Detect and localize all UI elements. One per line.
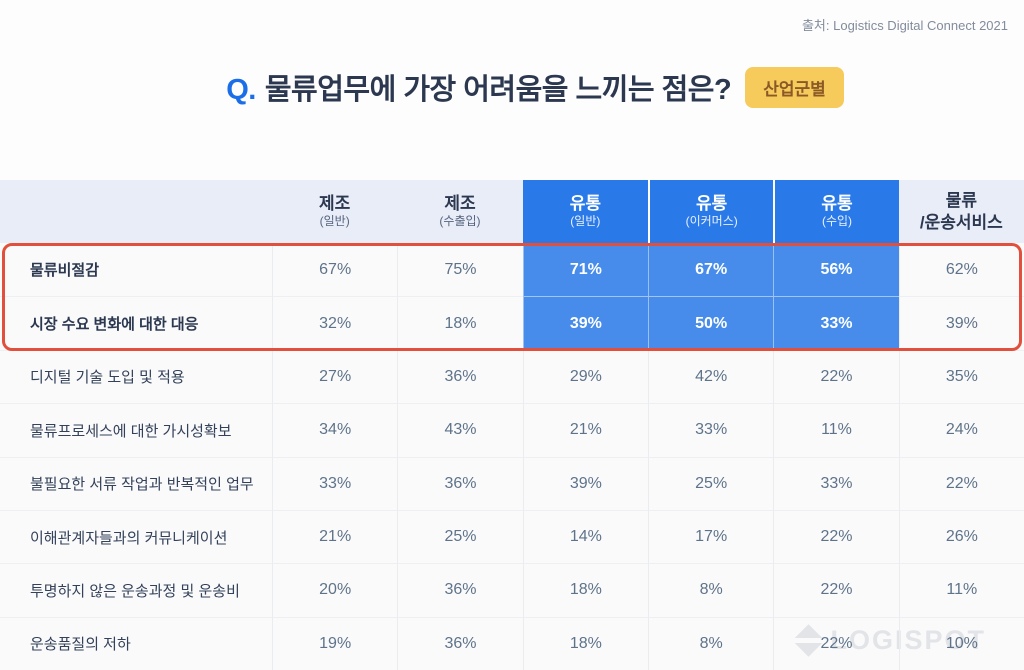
cell-value: 18%: [522, 616, 648, 670]
cell-value: 22%: [773, 563, 899, 617]
column-title: 유통: [696, 193, 728, 213]
cell-value: 35%: [898, 349, 1024, 404]
category-badge: 산업군별: [745, 66, 844, 108]
cell-value: 25%: [397, 509, 523, 564]
question-text: 물류업무에 가장 어려움을 느끼는 점은?: [264, 74, 732, 106]
cell-value: 39%: [522, 296, 648, 350]
cell-value: 71%: [522, 243, 648, 297]
cell-value: 39%: [522, 456, 648, 510]
row-label: 투명하지 않은 운송과정 및 운송비: [0, 563, 272, 616]
table-row: 물류프로세스에 대한 가시성확보 34% 43% 21% 33% 11% 24%: [0, 403, 1024, 457]
column-subtitle: (수출입): [439, 214, 481, 229]
cell-value: 20%: [272, 563, 398, 617]
cell-value: 18%: [397, 296, 523, 350]
cell-value: 36%: [397, 349, 523, 404]
column-subtitle: (일반): [319, 214, 350, 229]
column-subtitle: /운송서비스: [919, 212, 1003, 232]
cell-value: 42%: [648, 349, 774, 404]
column-title: 제조: [319, 193, 351, 213]
table-row: 불필요한 서류 작업과 반복적인 업무 33% 36% 39% 25% 33% 22%: [0, 456, 1024, 510]
cell-value: 22%: [898, 456, 1024, 510]
cell-value: 29%: [522, 349, 648, 404]
cell-value: 11%: [898, 563, 1024, 617]
row-label: 불필요한 서류 작업과 반복적인 업무: [0, 456, 272, 510]
cell-value: 36%: [397, 456, 523, 510]
title-row: Q. 물류업무에 가장 어려움을 느끼는 점은? 산업군별: [0, 66, 1024, 108]
cell-value: 19%: [272, 616, 398, 670]
table-header-row: 제조 (일반) 제조 (수출입) 유통 (일반) 유통 (이커머스) 유통 (수입) 물류/운송서비…: [0, 180, 1024, 243]
cell-value: 36%: [397, 616, 523, 670]
cell-value: 26%: [898, 509, 1024, 564]
cell-value: 39%: [898, 296, 1024, 350]
table-row: 운송품질의 저하 19% 36% 18% 8% 22% 10%: [0, 616, 1024, 670]
cell-value: 33%: [773, 456, 899, 510]
row-label: 물류비절감: [30, 262, 100, 280]
page-title: Q. 물류업무에 가장 어려움을 느끼는 점은?: [226, 66, 731, 108]
cell-value: 22%: [773, 349, 899, 404]
table-body: 물류비절감 67% 75% 71% 67% 56% 62% 시장 수요 변화에 대한 대응 32…: [0, 243, 1024, 670]
cell-value: 11%: [773, 403, 899, 457]
watermark: LOGISPOT: [792, 624, 986, 657]
cell-value: 22%: [773, 509, 899, 564]
column-header-6: 물류/운송서비스: [899, 180, 1024, 243]
column-header-4: 유통 (이커머스): [648, 180, 774, 243]
question-prefix: Q.: [226, 74, 256, 106]
cell-value: 36%: [397, 563, 523, 617]
cell-value: 25%: [648, 456, 774, 510]
column-header-3: 유통 (일반): [522, 180, 648, 243]
column-title: 유통: [821, 193, 853, 213]
table-row: 시장 수요 변화에 대한 대응 32% 18% 39% 50% 33% 39%: [0, 296, 1024, 350]
cell-value: 67%: [272, 243, 397, 297]
cell-value: 43%: [397, 403, 523, 457]
row-label: 시장 수요 변화에 대한 대응: [0, 296, 272, 349]
table-row: 디지털 기술 도입 및 적용 27% 36% 29% 42% 22% 35%: [0, 349, 1024, 404]
column-subtitle: (이커머스): [685, 214, 738, 229]
column-subtitle: (일반): [570, 214, 601, 229]
cell-value: 34%: [272, 403, 398, 457]
row-label: 운송품질의 저하: [0, 616, 272, 670]
header-empty-cell: [0, 180, 272, 243]
cell-value: 18%: [522, 563, 648, 617]
cell-value: 32%: [272, 296, 398, 350]
cell-value: 10%: [898, 616, 1024, 670]
cell-value: 50%: [648, 296, 774, 350]
cell-value: 17%: [648, 509, 774, 564]
cell-value: 8%: [648, 563, 774, 617]
cell-value: 33%: [272, 456, 398, 510]
cell-value: 22%: [773, 616, 899, 670]
row-label: 이해관계자들과의 커뮤니케이션: [0, 509, 272, 563]
cell-value: 21%: [522, 403, 648, 457]
cell-value: 56%: [773, 243, 899, 297]
column-title: 제조: [444, 193, 476, 213]
cell-value: 8%: [648, 616, 774, 670]
cell-value: 67%: [648, 243, 774, 297]
cell-value: 33%: [648, 403, 774, 457]
column-header-1: 제조 (일반): [272, 180, 397, 243]
column-subtitle: (수입): [821, 214, 853, 229]
column-title: 유통: [569, 193, 601, 213]
cell-value: 21%: [272, 509, 398, 564]
column-header-5: 유통 (수입): [773, 180, 899, 243]
table-row: 투명하지 않은 운송과정 및 운송비 20% 36% 18% 8% 22% 11%: [0, 563, 1024, 617]
survey-table: 제조 (일반) 제조 (수출입) 유통 (일반) 유통 (이커머스) 유통 (수입) 물류/운송서비…: [0, 180, 1024, 670]
cell-value: 27%: [272, 349, 398, 404]
row-label: 물류프로세스에 대한 가시성확보: [0, 403, 272, 456]
cell-value: 14%: [522, 509, 648, 564]
row-label: 디지털 기술 도입 및 적용: [0, 349, 272, 403]
column-header-2: 제조 (수출입): [397, 180, 522, 243]
watermark-text: LOGISPOT: [830, 625, 986, 655]
cell-value: 62%: [898, 243, 1024, 297]
cell-value: 75%: [397, 243, 522, 297]
table-row: 이해관계자들과의 커뮤니케이션 21% 25% 14% 17% 22% 26%: [0, 509, 1024, 564]
cell-value: 33%: [773, 296, 899, 350]
column-title: 물류: [945, 190, 977, 210]
cell-value: 24%: [898, 403, 1024, 457]
table-row: 물류비절감 67% 75% 71% 67% 56% 62%: [0, 243, 1024, 297]
source-caption: 출처: Logistics Digital Connect 2021: [801, 18, 1008, 33]
